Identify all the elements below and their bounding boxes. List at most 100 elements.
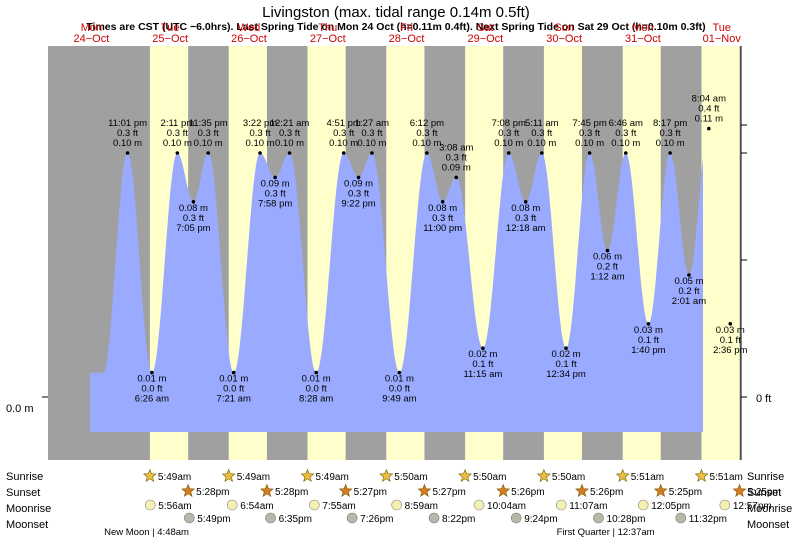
sunset-icon — [496, 483, 511, 497]
astro-rows: Sunrise Sunset Moonrise Moonset Sunrise … — [6, 471, 792, 531]
tide-label: 11:01 pm — [108, 118, 147, 129]
sunrise-icon — [142, 468, 157, 482]
tide-point — [231, 370, 236, 375]
row-label-sunrise-right: Sunrise — [747, 471, 784, 483]
tide-label: 0.3 ft — [446, 152, 467, 163]
tide-label: 7:08 pm — [492, 118, 526, 129]
tide-point — [646, 322, 651, 326]
tide-point — [258, 151, 262, 155]
sunset-icon — [653, 483, 668, 497]
moonrise-icon — [719, 499, 731, 511]
sunset-icon — [575, 483, 589, 497]
tide-point — [506, 151, 511, 155]
tide-label: 0.08 m — [511, 203, 540, 214]
tide-point — [150, 370, 154, 375]
day-label-date: 29−Oct — [467, 33, 503, 45]
moonrise-icon — [226, 499, 238, 511]
day-label-dow: Thu — [318, 22, 337, 34]
day-label-date: 30−Oct — [546, 33, 582, 45]
sunset-time: 5:27pm — [354, 487, 387, 498]
day-label-dow: Sat — [477, 22, 494, 34]
row-label-sunrise-left: Sunrise — [6, 471, 43, 483]
tide-label: 0.0 ft — [141, 384, 162, 395]
tide-label: 0.01 m — [137, 374, 166, 385]
tide-label: 0.10 m — [329, 138, 358, 149]
moon-phase-label: New Moon | 4:48am — [104, 527, 189, 538]
moonrise-time: 12:57pm — [733, 501, 772, 512]
tide-label: 0.3 ft — [265, 188, 286, 199]
tide-point — [425, 151, 429, 155]
tide-point — [273, 175, 277, 180]
tide-label: 0.02 m — [551, 349, 580, 360]
moonset-time: 5:49pm — [197, 514, 230, 525]
sunrise-icon — [615, 468, 630, 482]
moonrise-time: 12:05pm — [651, 501, 690, 512]
moonrise-time: 5:56am — [158, 501, 191, 512]
tide-label: 0.3 ft — [498, 128, 519, 139]
day-label-dow: Sun — [554, 22, 574, 34]
moonrise-time: 7:55am — [322, 501, 355, 512]
tide-label: 0.3 ft — [183, 213, 204, 224]
tide-label: 0.3 ft — [333, 128, 354, 139]
tide-label: 8:17 pm — [653, 118, 687, 129]
sunset-time: 5:28pm — [196, 487, 229, 498]
tide-point — [605, 248, 610, 253]
tide-label: 7:58 pm — [258, 198, 292, 209]
tide-point — [523, 200, 528, 204]
tide-point — [191, 200, 196, 204]
tide-label: 0.10 m — [246, 138, 275, 149]
y-axis-left-label: 0.0 m — [6, 403, 34, 415]
tide-label: 0.10 m — [611, 138, 640, 149]
row-label-sunset-left: Sunset — [6, 487, 40, 499]
moonrise-icon — [555, 499, 567, 511]
moonset-time: 9:24pm — [524, 514, 557, 525]
tide-point — [668, 151, 672, 155]
tide-label: 0.10 m — [575, 138, 604, 149]
tide-label: 0.2 ft — [678, 286, 699, 297]
sunrise-icon — [458, 468, 473, 482]
tide-label: 0.06 m — [593, 252, 622, 263]
sunset-icon — [338, 483, 353, 497]
tide-label: 7:05 pm — [176, 223, 210, 234]
tide-point — [623, 151, 628, 155]
day-label-dow: Tue — [712, 22, 731, 34]
astro-events: 5:49am 5:28pm 5:49am 5:28pm 5:49am 5:27pm 5:50… — [104, 468, 781, 538]
tide-label: 0.10 m — [113, 138, 142, 149]
tide-label: 0.3 ft — [515, 213, 536, 224]
day-label-date: 27−Oct — [310, 33, 346, 45]
sunset-icon — [181, 483, 196, 497]
tide-label: 0.3 ft — [531, 128, 552, 139]
tide-point — [356, 175, 361, 180]
sunrise-icon — [694, 468, 709, 482]
sunrise-icon — [221, 468, 236, 482]
tide-label: 0.3 ft — [198, 128, 219, 139]
tide-point — [454, 175, 459, 180]
row-label-moonset-right: Moonset — [747, 519, 789, 531]
sunrise-time: 5:49am — [315, 472, 348, 483]
tide-point — [564, 346, 568, 351]
tide-label: 3:22 pm — [243, 118, 277, 129]
sunset-icon — [260, 483, 274, 497]
tide-label: 0.1 ft — [638, 335, 659, 346]
tide-label: 11:15 am — [463, 369, 502, 380]
tide-label: 0.3 ft — [279, 128, 300, 139]
moonset-time: 6:35pm — [279, 514, 312, 525]
moonrise-icon — [309, 499, 320, 511]
tide-label: 9:49 am — [382, 394, 416, 405]
sunrise-icon — [379, 468, 394, 482]
day-label-date: 31−Oct — [625, 33, 661, 45]
tide-label: 1:12 am — [590, 272, 624, 283]
moonrise-icon — [473, 499, 485, 511]
tide-label: 0.01 m — [219, 374, 248, 385]
tide-label: 0.3 ft — [249, 128, 270, 139]
row-label-moonrise-right: Moonrise — [747, 503, 792, 515]
row-label-moonset-left: Moonset — [6, 519, 48, 531]
tide-label: 3:08 am — [439, 142, 473, 153]
tide-point — [175, 151, 180, 155]
tide-label: 0.09 m — [442, 162, 471, 173]
moonset-time: 7:26pm — [360, 514, 393, 525]
day-label-dow: Tue — [161, 22, 180, 34]
tide-point — [287, 151, 292, 155]
moonset-time: 8:22pm — [442, 514, 475, 525]
